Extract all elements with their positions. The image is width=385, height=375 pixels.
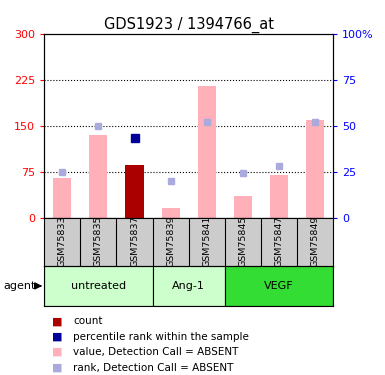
- Text: ■: ■: [52, 316, 62, 326]
- Text: GSM75841: GSM75841: [202, 215, 211, 267]
- Text: ■: ■: [52, 332, 62, 342]
- Bar: [126, 165, 144, 218]
- Text: percentile rank within the sample: percentile rank within the sample: [73, 332, 249, 342]
- Text: GSM75845: GSM75845: [238, 215, 247, 267]
- Text: value, Detection Call = ABSENT: value, Detection Call = ABSENT: [73, 347, 239, 357]
- Text: agent: agent: [4, 281, 36, 291]
- Bar: [234, 196, 252, 217]
- Text: GSM75839: GSM75839: [166, 215, 175, 267]
- Text: rank, Detection Call = ABSENT: rank, Detection Call = ABSENT: [73, 363, 234, 372]
- Bar: [198, 86, 216, 218]
- Text: untreated: untreated: [71, 281, 126, 291]
- Text: ■: ■: [52, 363, 62, 372]
- Bar: [44, 266, 152, 306]
- Text: count: count: [73, 316, 103, 326]
- Text: Ang-1: Ang-1: [172, 281, 205, 291]
- Bar: [270, 175, 288, 217]
- Text: GSM75837: GSM75837: [130, 215, 139, 267]
- Text: GSM75847: GSM75847: [275, 215, 283, 267]
- Text: GSM75835: GSM75835: [94, 215, 103, 267]
- Text: VEGF: VEGF: [264, 281, 294, 291]
- Text: GSM75849: GSM75849: [310, 215, 320, 267]
- Text: GSM75833: GSM75833: [58, 215, 67, 267]
- Bar: [53, 178, 71, 218]
- Bar: [89, 135, 107, 218]
- Bar: [152, 266, 225, 306]
- Text: GDS1923 / 1394766_at: GDS1923 / 1394766_at: [104, 17, 274, 33]
- Bar: [225, 266, 333, 306]
- Bar: [306, 120, 324, 218]
- Text: ■: ■: [52, 347, 62, 357]
- Bar: [162, 209, 180, 218]
